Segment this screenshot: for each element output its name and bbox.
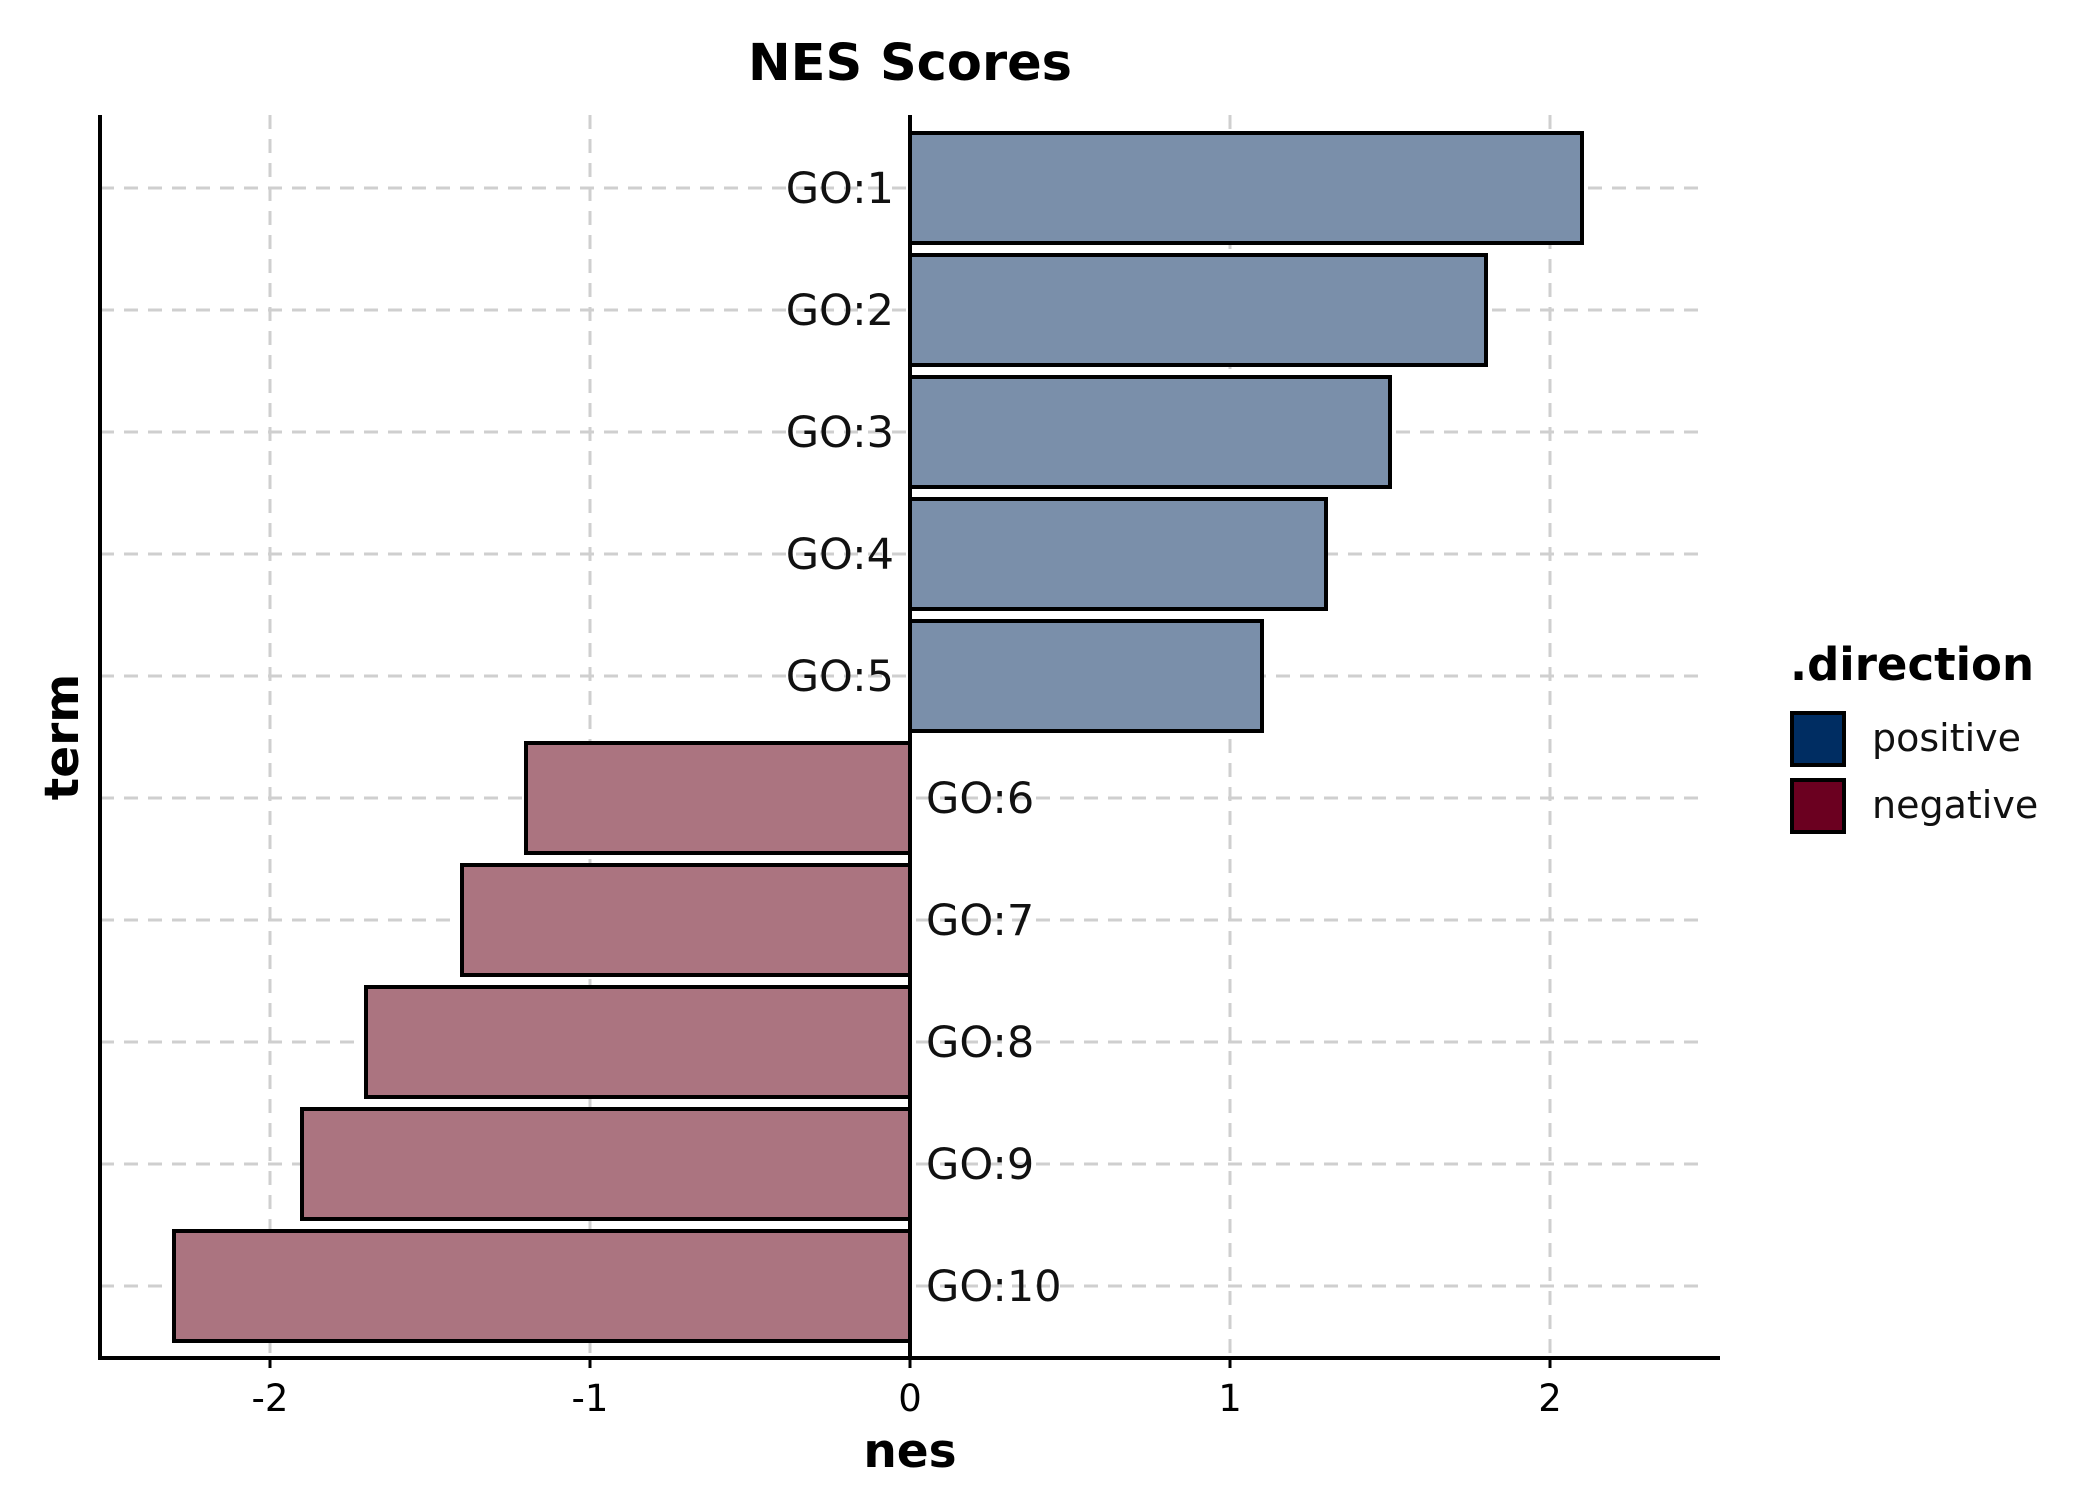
x-tick-label: 0: [898, 1377, 922, 1420]
y-axis-title: term: [35, 674, 90, 801]
bar-label: GO:9: [926, 1140, 1034, 1190]
x-tick-label: -1: [572, 1377, 609, 1420]
bar-label: GO:2: [786, 286, 894, 336]
bar-go-1: [908, 131, 1584, 245]
bar-go-2: [908, 253, 1488, 367]
x-axis-title: nes: [863, 1424, 956, 1479]
bar-label: GO:6: [926, 774, 1034, 824]
bar-go-8: [364, 985, 912, 1099]
legend: .direction positive negative: [1790, 638, 2038, 834]
bar-label: GO:4: [786, 530, 894, 580]
bar-go-5: [908, 619, 1264, 733]
x-tick-label: 2: [1538, 1377, 1562, 1420]
legend-label-negative: negative: [1872, 783, 2038, 827]
bar-go-3: [908, 375, 1392, 489]
x-tick-label: -2: [252, 1377, 289, 1420]
bar-go-4: [908, 497, 1328, 611]
x-ticks: -2 -1 0 1 2: [252, 1358, 1562, 1420]
bar-label: GO:5: [786, 652, 894, 702]
bar-label: GO:1: [786, 164, 894, 214]
bar-go-10: [172, 1229, 912, 1343]
bar-labels: GO:1 GO:2 GO:3 GO:4 GO:5 GO:6 GO:7 GO:8 GO:9 GO:1…: [786, 164, 1062, 1312]
bar-go-6: [524, 741, 912, 855]
bar-go-7: [460, 863, 912, 977]
bars: [172, 131, 1584, 1343]
legend-label-positive: positive: [1872, 716, 2021, 760]
chart-title: NES Scores: [748, 34, 1072, 93]
bar-label: GO:10: [926, 1262, 1062, 1312]
bar-label: GO:7: [926, 896, 1034, 946]
legend-swatch-positive: [1790, 711, 1846, 767]
legend-swatch-negative: [1790, 778, 1846, 834]
bar-label: GO:3: [786, 408, 894, 458]
bar-go-9: [300, 1107, 912, 1221]
legend-title: .direction: [1790, 638, 2034, 691]
x-tick-label: 1: [1218, 1377, 1242, 1420]
bar-label: GO:8: [926, 1018, 1034, 1068]
